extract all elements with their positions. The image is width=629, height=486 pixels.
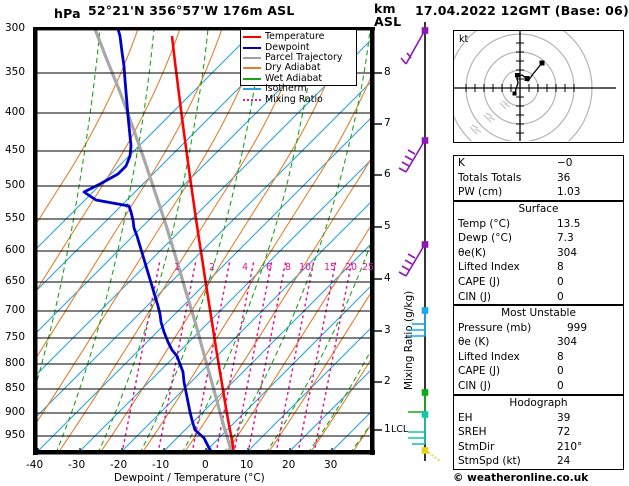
- wind-barb-high-2: [398, 137, 429, 173]
- surface-row-cape: CAPE (J) 0: [458, 275, 564, 288]
- temperature-ticks: [37, 448, 333, 454]
- datetime-label: 17.04.2022 12GMT (Base: 06): [415, 3, 629, 18]
- hodo-row-stmdir: StmDir 210°: [458, 440, 583, 453]
- hodo-row-eh: EH 39: [458, 411, 571, 424]
- legend-swatch-isotherm: [243, 88, 261, 91]
- surface-row-dewp: Dewp (°C) 7.3: [458, 232, 574, 245]
- wind-barb-column: [398, 20, 450, 463]
- right-axis-spine: [370, 27, 375, 455]
- height-unit-label-asl: ASL: [374, 14, 402, 29]
- most-unstable-panel-title: Most Unstable: [501, 307, 576, 319]
- x-axis-title: Dewpoint / Temperature (°C): [114, 472, 265, 484]
- legend-swatch-parcel: [243, 56, 261, 59]
- height-unit-label-km: km: [374, 1, 396, 16]
- chart-legend: Temperature Dewpoint Parcel Trajectory D…: [240, 29, 357, 104]
- hodograph-unit-label: kt: [459, 34, 469, 45]
- legend-item-dry-adiabat: Dry Adiabat: [243, 63, 353, 73]
- wind-barb-high-1: [400, 27, 429, 65]
- surface-panel-title: Surface: [518, 203, 559, 215]
- wind-barb-high-3: [398, 241, 429, 277]
- copyright-label: © weatheronline.co.uk: [453, 472, 589, 484]
- mu-row-lifted-index: Lifted Index 8: [458, 350, 564, 363]
- lcl-label: LCL: [391, 424, 409, 435]
- legend-swatch-wet-adiabat: [243, 77, 261, 80]
- skewt-chart: [0, 20, 410, 460]
- top-axis-spine: [33, 27, 375, 31]
- legend-item-dewpoint: Dewpoint: [243, 42, 353, 52]
- legend-item-mixing-ratio: Mixing Ratio: [243, 94, 353, 104]
- surface-row-temp: Temp (°C) 13.5: [458, 217, 581, 230]
- legend-swatch-dry-adiabat: [243, 67, 261, 70]
- bottom-axis-spine: [33, 450, 375, 455]
- indices-panel: K −0 Totals Totals 36 PW (cm) 1.03: [453, 155, 624, 201]
- hodograph-panel: [453, 30, 624, 143]
- hodograph-points: [512, 60, 545, 96]
- surface-panel: Surface Temp (°C) 13.5 Dewp (°C) 7.3 θe(K)…: [453, 201, 624, 305]
- hodo-row-sreh: SREH 72: [458, 426, 571, 439]
- mu-row-cin: CIN (J) 0: [458, 379, 564, 392]
- hodo-row-stmspd: StmSpd (kt) 24: [458, 455, 571, 468]
- legend-item-wet-adiabat: Wet Adiabat: [243, 73, 353, 84]
- surface-row-lifted-index: Lifted Index 8: [458, 261, 564, 274]
- hodograph-barbs: [469, 100, 511, 135]
- wind-barb-low-2: [408, 411, 429, 445]
- legend-swatch-mixing-ratio: [243, 98, 261, 101]
- mu-row-cape: CAPE (J) 0: [458, 365, 564, 378]
- wind-barb-mid-1: [407, 307, 429, 337]
- index-row-k: K −0: [458, 157, 573, 169]
- temperature-line: [170, 35, 236, 453]
- hodograph-stats-title: Hodograph: [509, 397, 568, 409]
- left-axis-spine: [33, 27, 38, 455]
- surface-row-theta-e: θe(K) 304: [458, 246, 578, 259]
- legend-swatch-temperature: [243, 36, 261, 39]
- mu-row-theta-e: θe (K) 304: [458, 336, 578, 349]
- parcel-trajectory-line: [93, 29, 234, 453]
- hodograph-stats-panel: Hodograph EH 39 SREH 72 StmDir 210° StmSpd …: [453, 395, 624, 470]
- hodograph-axis-ticks: [465, 42, 575, 134]
- skewt-svg: [33, 27, 382, 455]
- mu-row-pressure: Pressure (mb) 999: [458, 321, 588, 334]
- height-ticks: [374, 72, 382, 431]
- legend-item-temperature: Temperature: [243, 32, 353, 42]
- page-title: 52°21'N 356°57'W 176m ASL: [88, 3, 295, 18]
- pressure-unit-label: hPa: [54, 6, 81, 21]
- surface-row-cin: CIN (J) 0: [458, 290, 564, 303]
- index-row-pw: PW (cm) 1.03: [458, 186, 581, 199]
- legend-swatch-dewpoint: [243, 46, 261, 49]
- legend-item-parcel-trajectory: Parcel Trajectory: [243, 52, 353, 63]
- index-row-totals-totals: Totals Totals 36: [458, 171, 571, 184]
- legend-item-isotherm: Isotherm: [243, 84, 353, 94]
- wind-barb-surface: [421, 447, 441, 462]
- hodograph-trace: [514, 62, 543, 95]
- most-unstable-panel: Most Unstable Pressure (mb) 999 θe (K) 304…: [453, 305, 624, 395]
